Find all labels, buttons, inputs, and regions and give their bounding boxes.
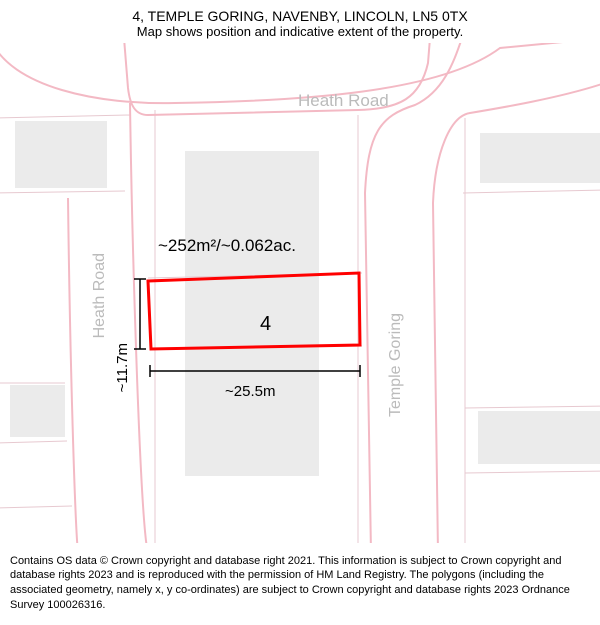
- dimension-height: ~11.7m: [114, 343, 131, 392]
- header: 4, TEMPLE GORING, NAVENBY, LINCOLN, LN5 …: [0, 0, 600, 43]
- map-container: Heath Road Heath Road Temple Goring ~252m²/…: [0, 43, 600, 543]
- building-block: [10, 385, 65, 437]
- plot-number: 4: [260, 313, 271, 336]
- building-block: [480, 133, 600, 183]
- map-svg: [0, 43, 600, 543]
- building-block: [185, 151, 319, 476]
- road-label: Heath Road: [298, 91, 389, 111]
- road-label: Temple Goring: [387, 313, 405, 417]
- area-label: ~252m²/~0.062ac.: [158, 236, 296, 256]
- dimension-width: ~25.5m: [225, 383, 275, 400]
- page-title: 4, TEMPLE GORING, NAVENBY, LINCOLN, LN5 …: [0, 8, 600, 24]
- footer-attribution: Contains OS data © Crown copyright and d…: [0, 548, 600, 619]
- building-block: [15, 121, 107, 188]
- building-block: [478, 411, 600, 464]
- road-label: Heath Road: [91, 253, 109, 338]
- page-subtitle: Map shows position and indicative extent…: [0, 24, 600, 39]
